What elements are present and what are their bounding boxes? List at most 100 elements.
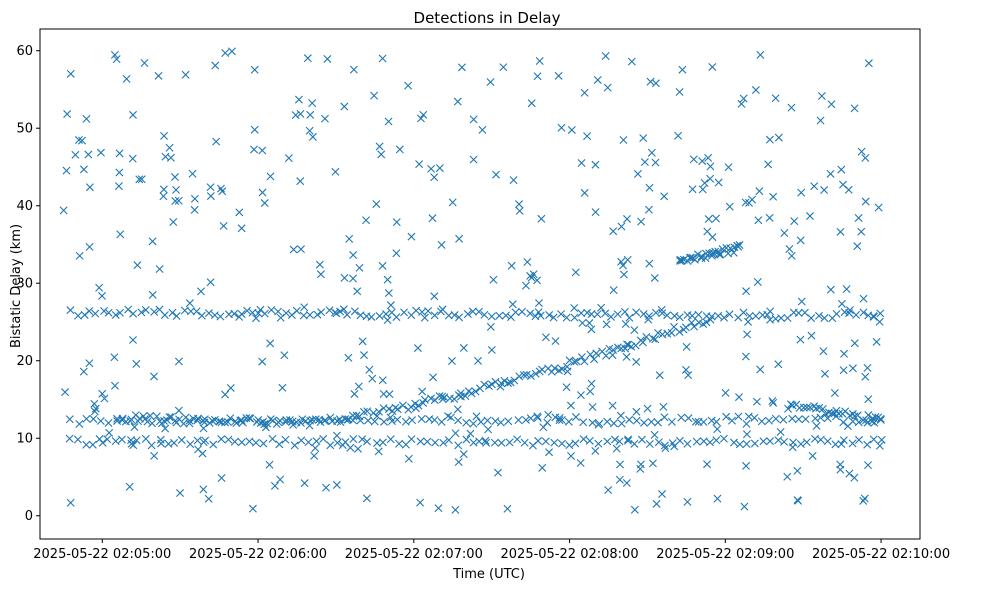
data-point xyxy=(602,320,611,329)
data-point xyxy=(794,309,803,318)
data-point xyxy=(115,168,124,177)
data-point xyxy=(802,403,811,412)
data-point xyxy=(193,436,202,445)
data-point xyxy=(308,99,317,108)
data-point xyxy=(796,335,805,344)
data-point xyxy=(322,483,330,492)
data-point xyxy=(779,415,788,424)
data-point xyxy=(266,339,275,348)
data-point xyxy=(872,337,881,346)
data-point xyxy=(677,413,686,422)
data-point xyxy=(199,485,208,494)
data-point xyxy=(651,335,660,344)
data-point xyxy=(832,309,841,318)
data-point xyxy=(557,123,566,132)
data-point xyxy=(742,461,751,470)
data-point xyxy=(534,299,543,308)
data-point xyxy=(608,351,617,360)
data-point xyxy=(857,227,866,236)
data-point xyxy=(74,311,83,320)
data-point xyxy=(651,79,660,88)
data-point xyxy=(383,316,392,325)
data-point xyxy=(692,437,701,446)
data-point xyxy=(192,307,201,316)
data-point xyxy=(576,459,585,468)
data-point xyxy=(810,182,819,191)
data-point xyxy=(456,389,465,398)
data-point xyxy=(75,251,84,260)
data-point xyxy=(146,411,155,420)
data-point xyxy=(428,214,437,223)
data-point xyxy=(721,388,730,397)
data-point xyxy=(201,436,210,445)
data-point xyxy=(580,357,589,366)
data-point xyxy=(633,169,642,178)
data-point xyxy=(308,415,317,424)
data-point xyxy=(531,369,540,378)
data-point xyxy=(787,103,796,112)
data-point xyxy=(248,504,257,513)
data-point xyxy=(172,185,181,194)
data-point xyxy=(451,429,460,438)
data-point xyxy=(274,418,283,427)
data-point xyxy=(419,110,428,119)
data-point xyxy=(557,439,566,448)
data-point xyxy=(735,440,744,449)
data-point xyxy=(816,413,825,422)
data-point xyxy=(745,311,754,320)
data-point xyxy=(744,317,753,326)
data-point xyxy=(754,216,763,225)
data-point xyxy=(549,313,558,322)
data-point xyxy=(623,340,632,349)
data-point xyxy=(670,311,679,320)
data-point xyxy=(168,308,177,317)
data-point xyxy=(796,440,805,449)
data-markers xyxy=(59,47,886,514)
data-point xyxy=(533,72,542,81)
data-point xyxy=(90,407,99,416)
data-point xyxy=(199,424,208,433)
data-point xyxy=(796,236,805,245)
data-point xyxy=(349,251,358,260)
data-point xyxy=(638,338,647,347)
data-point xyxy=(533,413,542,422)
data-point xyxy=(251,438,260,447)
data-point xyxy=(375,311,384,320)
data-point xyxy=(312,437,321,446)
data-point xyxy=(472,412,481,421)
data-point xyxy=(365,365,374,374)
data-point xyxy=(95,283,104,292)
data-point xyxy=(682,342,691,351)
data-point xyxy=(876,309,885,318)
data-point xyxy=(437,417,446,426)
data-point xyxy=(499,63,508,72)
data-point xyxy=(261,423,270,432)
data-point xyxy=(235,208,244,217)
data-point xyxy=(170,438,179,447)
data-point xyxy=(566,401,575,410)
data-point xyxy=(659,402,668,411)
data-point xyxy=(333,438,342,447)
data-point xyxy=(555,416,564,425)
y-tick-label: 0 xyxy=(25,509,33,524)
data-point xyxy=(640,418,649,427)
data-point xyxy=(588,403,597,412)
data-point xyxy=(429,373,438,382)
data-point xyxy=(218,187,227,196)
data-point xyxy=(545,448,554,457)
data-point xyxy=(698,185,707,194)
data-point xyxy=(724,163,733,172)
data-point xyxy=(469,155,478,164)
data-point xyxy=(401,417,410,426)
data-point xyxy=(503,504,512,513)
data-point xyxy=(75,420,84,428)
data-point xyxy=(653,418,662,427)
data-point xyxy=(85,183,94,192)
data-point xyxy=(163,416,172,425)
data-point xyxy=(210,415,219,424)
data-point xyxy=(325,306,334,315)
data-point xyxy=(160,131,169,140)
data-point xyxy=(622,479,631,488)
data-point xyxy=(310,451,319,460)
data-point xyxy=(836,465,845,474)
